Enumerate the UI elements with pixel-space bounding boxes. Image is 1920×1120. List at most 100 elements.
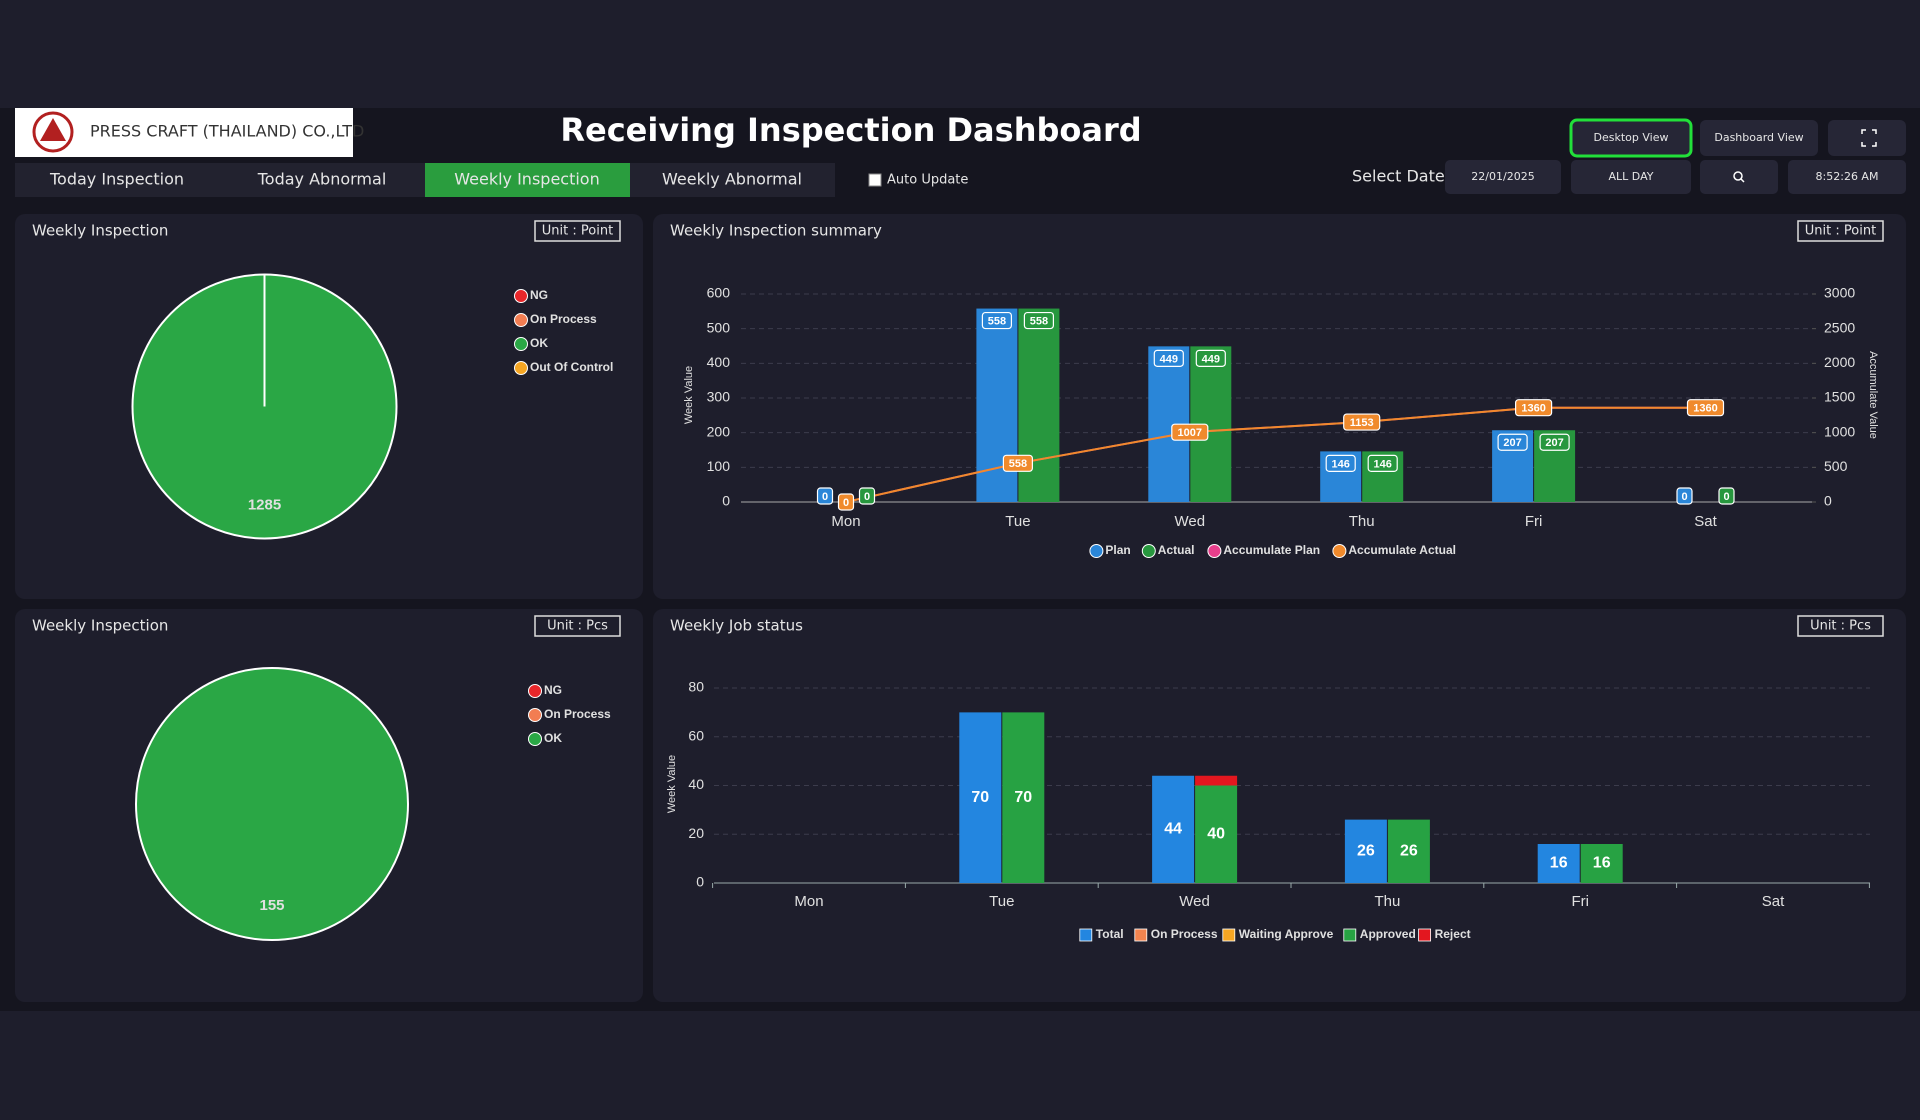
view-button[interactable] bbox=[1700, 120, 1818, 156]
data-label-box bbox=[1153, 349, 1184, 367]
data-label-box bbox=[1367, 454, 1398, 472]
legend-swatch bbox=[514, 313, 528, 327]
data-label-box bbox=[1171, 423, 1209, 441]
unit-label: Unit : Point bbox=[542, 224, 613, 239]
data-label: 0 bbox=[843, 497, 849, 509]
legend-swatch bbox=[528, 732, 542, 746]
panel-title: Weekly Inspection summary bbox=[670, 222, 882, 240]
view-button[interactable] bbox=[1569, 118, 1693, 158]
legend-swatch bbox=[528, 684, 542, 698]
pie-label: 1285 bbox=[248, 496, 281, 513]
data-label-box bbox=[1718, 487, 1735, 505]
y-tick-label: 0 bbox=[722, 493, 730, 509]
bar-segment bbox=[1195, 775, 1238, 786]
legend-swatch bbox=[1343, 928, 1357, 942]
y2-axis-label: Accumulate Value bbox=[1867, 351, 1879, 439]
data-label: 146 bbox=[1374, 458, 1392, 470]
y-tick-label: 40 bbox=[688, 776, 704, 792]
y-axis-label: Week Value bbox=[683, 366, 695, 424]
panel-title: Weekly Job status bbox=[670, 617, 803, 635]
unit-label: Unit : Pcs bbox=[1810, 619, 1871, 634]
y-tick-label: 80 bbox=[688, 679, 704, 695]
x-tick-label: Fri bbox=[1525, 513, 1543, 530]
legend-label: NG bbox=[530, 288, 548, 302]
y-tick-label: 500 bbox=[707, 319, 731, 335]
data-label: 449 bbox=[1160, 353, 1178, 365]
data-label-box bbox=[1514, 399, 1553, 417]
logo bbox=[32, 111, 74, 153]
fullscreen-button[interactable] bbox=[1828, 120, 1906, 156]
bar-segment bbox=[1152, 775, 1195, 883]
date-input[interactable] bbox=[1445, 160, 1561, 194]
data-label: 0 bbox=[1723, 491, 1729, 503]
data-label-box bbox=[1539, 433, 1570, 451]
bar-segment bbox=[1387, 819, 1430, 883]
data-label: 449 bbox=[1202, 353, 1220, 365]
legend-swatch bbox=[1222, 928, 1236, 942]
x-tick-label: Tue bbox=[989, 893, 1014, 910]
date-value: 22/01/2025 bbox=[1471, 170, 1534, 183]
legend-swatch bbox=[1079, 928, 1093, 942]
x-tick-label: Thu bbox=[1349, 513, 1375, 530]
data-label: 40 bbox=[1207, 825, 1225, 842]
legend-label: OK bbox=[530, 336, 548, 350]
y2-tick-label: 1500 bbox=[1824, 389, 1855, 405]
legend-swatch bbox=[1089, 544, 1104, 558]
legend-label: Actual bbox=[1158, 543, 1195, 557]
pie-slice bbox=[135, 666, 409, 942]
legend-swatch bbox=[514, 361, 528, 375]
x-tick-label: Mon bbox=[831, 513, 860, 530]
x-tick-label: Fri bbox=[1571, 893, 1589, 910]
y2-tick-label: 0 bbox=[1824, 493, 1832, 509]
dashboard-title: Receiving Inspection Dashboard bbox=[560, 111, 1141, 149]
data-label: 207 bbox=[1503, 437, 1521, 449]
bar-segment bbox=[1344, 819, 1387, 883]
search-button[interactable] bbox=[1700, 160, 1778, 194]
bar-segment bbox=[959, 712, 1002, 883]
view-button-label: Desktop View bbox=[1594, 131, 1669, 144]
legend-label: Plan bbox=[1105, 543, 1130, 557]
data-label-box bbox=[981, 311, 1013, 330]
data-label-box bbox=[1325, 454, 1356, 472]
bar-segment bbox=[1195, 785, 1238, 883]
legend-swatch bbox=[528, 708, 542, 722]
x-tick-label: Tue bbox=[1005, 513, 1030, 530]
tab[interactable] bbox=[15, 163, 220, 197]
y2-tick-label: 2500 bbox=[1824, 319, 1855, 335]
x-tick-label: Sat bbox=[1694, 513, 1717, 530]
data-label-box bbox=[816, 487, 834, 505]
panel-title: Weekly Inspection bbox=[32, 617, 168, 635]
tab[interactable] bbox=[425, 163, 630, 197]
panel bbox=[653, 609, 1906, 1002]
unit-box bbox=[1797, 615, 1884, 637]
auto-update-checkbox[interactable] bbox=[868, 173, 882, 187]
panel bbox=[653, 214, 1906, 599]
bar-segment bbox=[1002, 712, 1045, 883]
bar bbox=[1018, 308, 1060, 502]
search-icon bbox=[1733, 171, 1743, 181]
x-tick-label: Sat bbox=[1762, 893, 1785, 910]
tab[interactable] bbox=[220, 163, 425, 197]
time-box bbox=[1788, 160, 1906, 194]
legend-label: Waiting Approve bbox=[1239, 927, 1334, 941]
fullscreen-icon bbox=[1861, 129, 1877, 147]
data-label-box bbox=[1343, 413, 1381, 431]
tab[interactable] bbox=[630, 163, 835, 197]
bar bbox=[976, 308, 1018, 502]
legend-swatch bbox=[1141, 544, 1156, 558]
logo-mark bbox=[40, 118, 66, 141]
panel-title: Weekly Inspection bbox=[32, 222, 168, 240]
time-value: 8:52:26 AM bbox=[1816, 170, 1879, 183]
x-tick-label: Wed bbox=[1175, 513, 1206, 530]
range-select[interactable] bbox=[1571, 160, 1691, 194]
legend-label: OK bbox=[544, 731, 562, 745]
data-label-box bbox=[1023, 311, 1055, 330]
y2-tick-label: 3000 bbox=[1824, 285, 1855, 301]
data-label: 16 bbox=[1550, 855, 1568, 872]
data-label: 146 bbox=[1332, 458, 1350, 470]
select-date-label: Select Date bbox=[1352, 167, 1445, 186]
auto-update-label: Auto Update bbox=[887, 173, 968, 188]
data-label: 1007 bbox=[1178, 427, 1202, 439]
